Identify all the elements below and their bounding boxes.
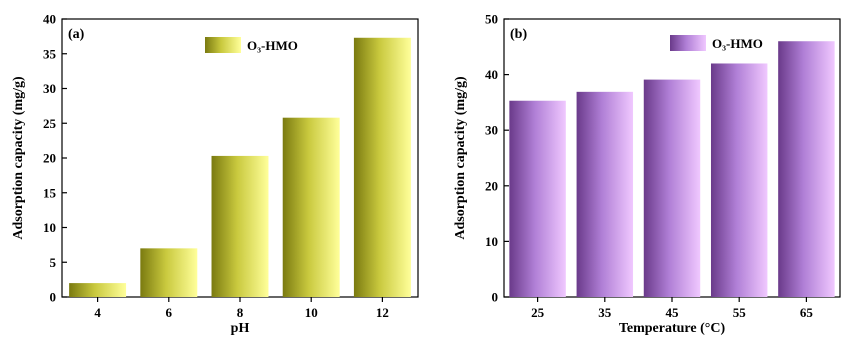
panel-b-x-axis-label: Temperature (°C) xyxy=(619,321,726,336)
panel-b-bar xyxy=(778,41,835,297)
panel-a-bar xyxy=(140,248,198,297)
panel-b-bar xyxy=(576,91,634,297)
panel-a-x-tick-label: 8 xyxy=(237,305,244,320)
panel-b-bar xyxy=(509,100,566,298)
panel-a-y-tick-label: 15 xyxy=(43,185,57,200)
panel-a-y-ticks: 0 5 10 15 20 25 30 35 40 xyxy=(43,12,67,305)
panel-b-y-tick-label: 40 xyxy=(485,67,498,82)
panel-a-x-tick-label: 6 xyxy=(166,305,173,320)
panel-b-y-tick-label: 10 xyxy=(485,234,498,249)
panel-b-y-tick-label: 30 xyxy=(485,123,498,138)
panel-a-x-tick-label: 4 xyxy=(94,305,101,320)
panel-b-y-ticks: 0 10 20 30 40 50 xyxy=(485,12,509,305)
panel-a-y-tick-label: 0 xyxy=(50,290,57,305)
panel-b-x-tick-label: 25 xyxy=(531,305,545,320)
panel-a-bars: 4 6 8 10 12 xyxy=(69,37,411,320)
panel-b-y-axis-label: Adsorption capacity (mg/g) xyxy=(453,76,468,240)
panel-b-legend-label: O₃-HMO xyxy=(712,36,763,51)
panel-a-y-axis-label: Adsorption capacity (mg/g) xyxy=(11,76,26,240)
panel-b-y-tick-label: 0 xyxy=(492,290,499,305)
panel-b-y-tick-label: 50 xyxy=(485,12,498,27)
panel-a-y-tick-label: 40 xyxy=(43,12,56,27)
panel-b-bar xyxy=(643,79,701,297)
panel-a-bar xyxy=(69,283,127,297)
panel-b-bars: 25 35 45 55 65 xyxy=(509,41,835,320)
panel-a-legend-swatch xyxy=(205,37,241,53)
panel-b-x-tick-label: 55 xyxy=(733,305,747,320)
panel-a-bar xyxy=(211,155,269,297)
panel-b-x-tick-label: 35 xyxy=(598,305,612,320)
panel-a-y-tick-label: 20 xyxy=(43,151,56,166)
panel-a-y-tick-label: 30 xyxy=(43,81,56,96)
panel-a-x-tick-label: 12 xyxy=(376,305,389,320)
panel-a-x-tick-label: 10 xyxy=(305,305,318,320)
panel-b-x-tick-label: 45 xyxy=(666,305,680,320)
panel-b-y-tick-label: 20 xyxy=(485,178,498,193)
panel-a-label: (a) xyxy=(68,27,85,42)
panel-b-bar xyxy=(710,63,768,298)
panel-b-legend-swatch xyxy=(670,35,706,51)
panel-a-y-tick-label: 10 xyxy=(43,220,56,235)
panel-b-x-tick-label: 65 xyxy=(800,305,814,320)
panel-a-bar xyxy=(282,117,340,297)
panel-b-label: (b) xyxy=(510,27,527,42)
panel-a-legend-label: O₃-HMO xyxy=(247,38,298,53)
panel-a: 0 5 10 15 20 25 30 35 40 4 6 8 10 12 (a) O₃-HMO pH A… xyxy=(11,12,419,336)
panel-a-x-axis-label: pH xyxy=(231,321,250,336)
panel-a-y-tick-label: 5 xyxy=(50,255,57,270)
panel-a-bar xyxy=(353,37,411,297)
panel-a-y-tick-label: 25 xyxy=(43,116,57,131)
panel-b: 0 10 20 30 40 50 25 35 45 55 65 (b) O₃-HMO Temper… xyxy=(453,12,841,336)
panel-a-y-tick-label: 35 xyxy=(43,46,57,61)
